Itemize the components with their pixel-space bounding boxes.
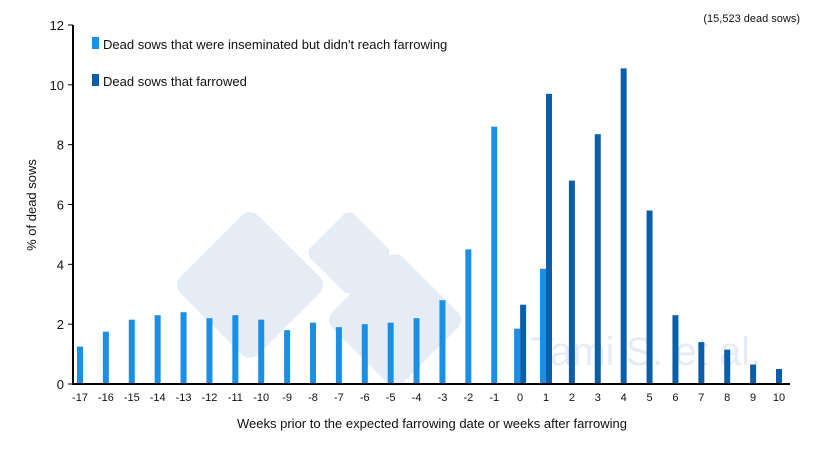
bar-not-farrowed-week--11 — [232, 315, 239, 384]
bar-not-farrowed-week--10 — [258, 319, 265, 384]
bar-not-farrowed-week--5 — [387, 322, 394, 384]
x-tick-label: 5 — [646, 392, 652, 404]
bar-not-farrowed-week--3 — [439, 300, 446, 384]
x-tick-label: 7 — [698, 392, 704, 404]
legend-label-not-farrowed: Dead sows that were inseminated but didn… — [103, 37, 447, 52]
y-axis-label: % of dead sows — [24, 159, 39, 251]
legend-swatch-not-farrowed — [92, 37, 99, 49]
x-tick-label: -13 — [176, 392, 192, 404]
bar-not-farrowed-week--4 — [413, 318, 420, 384]
bar-farrowed-week-0 — [520, 304, 527, 384]
bar-not-farrowed-week--13 — [180, 312, 187, 384]
bar-farrowed-week-2 — [568, 180, 575, 384]
x-tick-label: -1 — [489, 392, 499, 404]
bar-not-farrowed-week--9 — [284, 330, 291, 384]
bar-farrowed-week-7 — [698, 342, 705, 384]
x-tick-label: -6 — [360, 392, 370, 404]
x-tick-label: 1 — [543, 392, 549, 404]
x-tick-label: -12 — [201, 392, 217, 404]
bar-not-farrowed-week--14 — [154, 315, 161, 384]
x-tick-label: 3 — [595, 392, 601, 404]
bar-farrowed-week-1 — [546, 93, 552, 384]
bar-farrowed-week-4 — [620, 68, 627, 385]
x-tick-label: 2 — [569, 392, 575, 404]
legend: Dead sows that were inseminated but didn… — [92, 37, 447, 89]
x-tick-label: -17 — [72, 392, 88, 404]
y-tick-label: 4 — [57, 257, 64, 272]
bar-not-farrowed-week--8 — [310, 322, 316, 384]
x-tick-label: -5 — [386, 392, 396, 404]
x-tick-label: -3 — [438, 392, 448, 404]
bar-not-farrowed-week--2 — [465, 249, 472, 384]
x-tick-label: -16 — [98, 392, 114, 404]
x-axis-label: Weeks prior to the expected farrowing da… — [237, 416, 627, 431]
y-tick-label: 12 — [50, 18, 64, 33]
x-tick-label: -4 — [412, 392, 422, 404]
x-tick-label: 6 — [672, 392, 678, 404]
bar-not-farrowed-week--6 — [361, 324, 368, 384]
x-tick-label: -2 — [463, 392, 473, 404]
x-tick-label: -14 — [150, 392, 166, 404]
bar-not-farrowed-week--12 — [206, 318, 213, 384]
x-tick-label: -7 — [334, 392, 344, 404]
bar-farrowed-week-6 — [672, 315, 679, 384]
x-tick-label: 4 — [621, 392, 627, 404]
y-tick-label: 0 — [57, 377, 64, 392]
legend-label-farrowed: Dead sows that farrowed — [103, 74, 247, 89]
y-tick-label: 2 — [57, 317, 64, 332]
bar-farrowed-week-10 — [776, 369, 782, 384]
legend-swatch-farrowed — [92, 74, 99, 86]
x-tick-label: 8 — [724, 392, 730, 404]
bar-not-farrowed-week--17 — [77, 346, 83, 384]
x-tick-label: 9 — [750, 392, 756, 404]
y-tick-label: 6 — [57, 198, 64, 213]
watermark-text: Tami S. et al. — [530, 330, 761, 374]
x-tick-label: -8 — [308, 392, 318, 404]
bar-not-farrowed-week--16 — [102, 331, 109, 384]
x-tick-label: 10 — [773, 392, 785, 404]
x-tick-label: -10 — [253, 392, 269, 404]
x-tick-label: -11 — [228, 392, 243, 404]
bar-not-farrowed-week--1 — [491, 126, 498, 384]
bar-not-farrowed-week--15 — [128, 319, 135, 384]
x-tick-label: -15 — [124, 392, 140, 404]
x-tick-label: -9 — [282, 392, 292, 404]
bar-farrowed-week-9 — [750, 364, 757, 384]
sample-note: (15,523 dead sows) — [703, 13, 800, 25]
y-tick-label: 10 — [50, 78, 64, 93]
bar-not-farrowed-week--7 — [335, 327, 342, 384]
bar-not-farrowed-week-0 — [514, 328, 521, 384]
y-tick-label: 8 — [57, 138, 64, 153]
bar-farrowed-week-3 — [594, 134, 601, 384]
bar-not-farrowed-week-1 — [540, 268, 546, 384]
bar-farrowed-week-8 — [724, 349, 731, 384]
x-tick-label: 0 — [517, 392, 523, 404]
bar-farrowed-week-5 — [646, 210, 653, 384]
